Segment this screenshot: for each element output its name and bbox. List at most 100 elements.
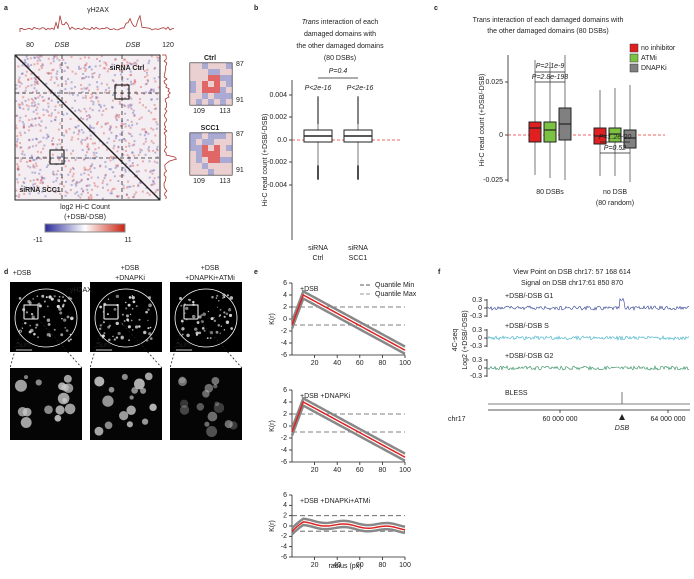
shape bbox=[196, 169, 202, 175]
pixel bbox=[97, 146, 100, 149]
pixel bbox=[112, 156, 115, 159]
pixel bbox=[16, 167, 19, 170]
pixel bbox=[148, 146, 151, 149]
shape bbox=[220, 163, 226, 169]
pixel bbox=[102, 67, 105, 70]
focus bbox=[126, 421, 133, 428]
axis-label: 80 bbox=[26, 42, 34, 49]
x-tick-label: Ctrl bbox=[313, 255, 324, 262]
pixel bbox=[85, 114, 88, 117]
pixel bbox=[25, 160, 28, 163]
pixel bbox=[33, 166, 36, 169]
pixel bbox=[104, 174, 107, 177]
focus bbox=[126, 405, 136, 416]
pixel bbox=[131, 63, 134, 66]
pixel bbox=[157, 57, 160, 60]
shape bbox=[196, 63, 202, 69]
pixel bbox=[129, 70, 132, 73]
map-label: siRNA Ctrl bbox=[110, 65, 145, 72]
pixel bbox=[71, 166, 74, 169]
pixel bbox=[36, 59, 39, 62]
pixel bbox=[90, 176, 93, 179]
pixel bbox=[86, 184, 89, 187]
pixel bbox=[89, 194, 92, 197]
x-tick-label: (80 random) bbox=[596, 200, 634, 207]
pixel bbox=[123, 104, 126, 107]
pixel bbox=[28, 159, 31, 162]
tick-label: -0.3 bbox=[470, 343, 482, 350]
tick-label: -6 bbox=[281, 459, 287, 466]
pixel bbox=[107, 86, 110, 89]
pixel bbox=[115, 126, 118, 129]
signal-track bbox=[487, 335, 690, 341]
pixel bbox=[90, 68, 93, 71]
tick-label: 4 bbox=[283, 399, 287, 406]
pixel bbox=[56, 170, 59, 173]
focus bbox=[147, 327, 150, 330]
focus bbox=[219, 332, 221, 335]
pixel bbox=[50, 89, 53, 92]
pixel bbox=[90, 197, 93, 200]
pixel bbox=[54, 191, 57, 194]
tick-label: 91 bbox=[236, 97, 244, 104]
pixel bbox=[19, 146, 22, 149]
pixel bbox=[17, 195, 20, 198]
focus bbox=[35, 323, 39, 327]
focus bbox=[201, 327, 205, 330]
pixel bbox=[99, 164, 102, 167]
pixel bbox=[29, 159, 32, 162]
focus bbox=[125, 307, 128, 310]
pixel bbox=[33, 159, 36, 162]
shape bbox=[226, 163, 232, 169]
pixel bbox=[150, 88, 153, 91]
focus bbox=[31, 313, 33, 315]
pixel bbox=[117, 146, 120, 149]
focus bbox=[20, 417, 32, 428]
pixel bbox=[37, 141, 40, 144]
focus bbox=[44, 405, 53, 414]
pixel bbox=[35, 82, 38, 85]
pixel bbox=[155, 92, 158, 95]
pixel bbox=[50, 120, 53, 123]
pixel bbox=[67, 78, 70, 81]
pixel bbox=[130, 107, 133, 110]
focus bbox=[101, 334, 105, 338]
pixel bbox=[21, 72, 24, 75]
pixel bbox=[102, 143, 105, 146]
pixel bbox=[96, 96, 99, 99]
pixel bbox=[148, 150, 151, 153]
pixel bbox=[139, 151, 142, 154]
pixel bbox=[155, 189, 158, 192]
pixel bbox=[55, 78, 58, 81]
legend-label: no inhibitor bbox=[641, 45, 676, 52]
axis-title: K(r) bbox=[269, 520, 276, 532]
pixel bbox=[34, 162, 37, 165]
nucleus bbox=[94, 288, 158, 348]
pixel bbox=[136, 59, 139, 62]
pixel bbox=[138, 67, 141, 70]
focus bbox=[29, 328, 34, 333]
title-part: interaction of each bbox=[319, 19, 378, 26]
pixel bbox=[105, 88, 108, 91]
pixel bbox=[153, 160, 156, 163]
pixel bbox=[40, 120, 43, 123]
tick-label: -0.004 bbox=[267, 182, 287, 189]
shape bbox=[23, 304, 39, 320]
pixel bbox=[16, 145, 19, 148]
pixel bbox=[28, 125, 31, 128]
pixel bbox=[67, 159, 70, 162]
focus bbox=[147, 296, 152, 300]
pixel bbox=[58, 138, 61, 141]
focus bbox=[215, 297, 218, 299]
tick-label: 60 bbox=[356, 467, 364, 474]
shape bbox=[208, 133, 214, 139]
focus bbox=[134, 325, 139, 329]
pixel bbox=[139, 181, 142, 184]
pixel bbox=[59, 77, 62, 80]
pixel bbox=[55, 72, 58, 75]
pixel bbox=[47, 72, 50, 75]
pixel bbox=[64, 62, 67, 65]
pixel bbox=[53, 118, 56, 121]
pixel bbox=[104, 122, 107, 125]
pixel bbox=[153, 169, 156, 172]
